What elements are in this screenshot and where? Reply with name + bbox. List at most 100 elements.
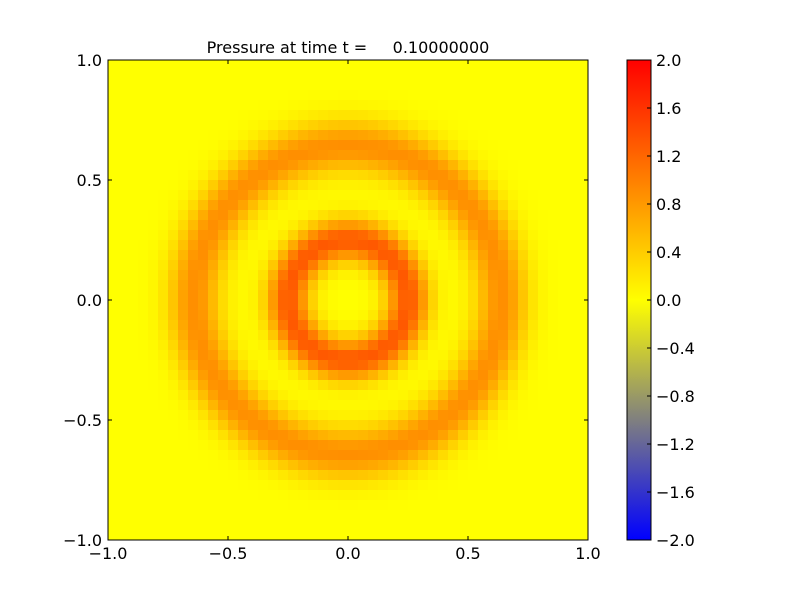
heatmap-cell — [498, 250, 509, 261]
heatmap-cell — [488, 250, 499, 261]
heatmap-cell — [468, 180, 479, 191]
heatmap-cell — [408, 280, 419, 291]
heatmap-cell — [568, 60, 579, 71]
heatmap-cell — [368, 280, 379, 291]
heatmap-cell — [128, 60, 139, 71]
heatmap-cell — [168, 490, 179, 501]
heatmap-cell — [578, 240, 589, 251]
heatmap-cell — [458, 190, 469, 201]
heatmap-cell — [578, 520, 589, 531]
heatmap-cell — [398, 500, 409, 511]
heatmap-cell — [518, 90, 529, 101]
heatmap-cell — [148, 250, 159, 261]
heatmap-cell — [328, 520, 339, 531]
heatmap-cell — [248, 110, 259, 121]
heatmap-cell — [138, 210, 149, 221]
heatmap-cell — [458, 80, 469, 91]
heatmap-cell — [318, 500, 329, 511]
heatmap-cell — [208, 80, 219, 91]
heatmap-cell — [218, 120, 229, 131]
heatmap-cell — [178, 380, 189, 391]
heatmap-cell — [108, 80, 119, 91]
heatmap-cell — [478, 290, 489, 301]
heatmap-cell — [548, 110, 559, 121]
heatmap-cell — [328, 370, 339, 381]
heatmap-cell — [178, 530, 189, 541]
heatmap-cell — [528, 160, 539, 171]
heatmap-cell — [318, 480, 329, 491]
heatmap-cell — [228, 130, 239, 141]
heatmap-cell — [558, 140, 569, 151]
heatmap-cell — [228, 490, 239, 501]
heatmap-cell — [198, 170, 209, 181]
heatmap-cell — [508, 310, 519, 321]
heatmap-cell — [408, 440, 419, 451]
heatmap-cell — [348, 70, 359, 81]
heatmap-cell — [158, 400, 169, 411]
heatmap-cell — [278, 120, 289, 131]
heatmap-cell — [548, 130, 559, 141]
heatmap-cell — [208, 410, 219, 421]
heatmap-cell — [208, 370, 219, 381]
heatmap-cell — [338, 270, 349, 281]
heatmap-cell — [468, 130, 479, 141]
heatmap-cell — [498, 230, 509, 241]
heatmap-cell — [448, 480, 459, 491]
heatmap-cell — [458, 340, 469, 351]
heatmap-cell — [558, 490, 569, 501]
heatmap-cell — [208, 170, 219, 181]
heatmap-cell — [128, 450, 139, 461]
heatmap-cell — [398, 310, 409, 321]
heatmap-cell — [358, 370, 369, 381]
heatmap-cell — [138, 510, 149, 521]
heatmap-cell — [328, 80, 339, 91]
heatmap-cell — [428, 220, 439, 231]
heatmap-cell — [488, 180, 499, 191]
heatmap-cell — [548, 300, 559, 311]
heatmap-cell — [198, 70, 209, 81]
heatmap-cell — [358, 500, 369, 511]
colorbar-axis: 2.01.61.20.80.40.0−0.4−0.8−1.2−1.6−2.0 — [647, 51, 695, 550]
heatmap-cell — [548, 210, 559, 221]
heatmap-cell — [518, 400, 529, 411]
heatmap-cell — [188, 70, 199, 81]
heatmap-cell — [158, 170, 169, 181]
heatmap-cell — [178, 450, 189, 461]
heatmap-cell — [278, 390, 289, 401]
heatmap-cell — [438, 260, 449, 271]
heatmap-cell — [208, 220, 219, 231]
heatmap-cell — [388, 520, 399, 531]
heatmap-cell — [288, 530, 299, 541]
heatmap-cell — [268, 490, 279, 501]
heatmap-cell — [278, 220, 289, 231]
heatmap-cell — [158, 470, 169, 481]
heatmap-cell — [418, 130, 429, 141]
heatmap-cell — [258, 340, 269, 351]
heatmap-cell — [428, 170, 439, 181]
heatmap-cell — [228, 480, 239, 491]
heatmap-cell — [338, 500, 349, 511]
heatmap-cell — [338, 210, 349, 221]
heatmap-cell — [258, 510, 269, 521]
heatmap-cell — [188, 110, 199, 121]
heatmap-cell — [488, 510, 499, 521]
heatmap-cell — [358, 170, 369, 181]
heatmap-cell — [458, 290, 469, 301]
heatmap-cell — [228, 140, 239, 151]
heatmap-cell — [558, 310, 569, 321]
heatmap-cell — [428, 240, 439, 251]
heatmap-cell — [398, 80, 409, 91]
heatmap-cell — [488, 280, 499, 291]
heatmap-cell — [338, 400, 349, 411]
heatmap-cell — [338, 100, 349, 111]
heatmap-cell — [368, 90, 379, 101]
heatmap-cell — [308, 390, 319, 401]
heatmap-cell — [268, 480, 279, 491]
heatmap-cell — [338, 200, 349, 211]
heatmap-cell — [448, 270, 459, 281]
heatmap-cell — [408, 500, 419, 511]
heatmap-cell — [158, 300, 169, 311]
heatmap-cell — [268, 450, 279, 461]
heatmap-cell — [568, 320, 579, 331]
heatmap-cell — [408, 470, 419, 481]
